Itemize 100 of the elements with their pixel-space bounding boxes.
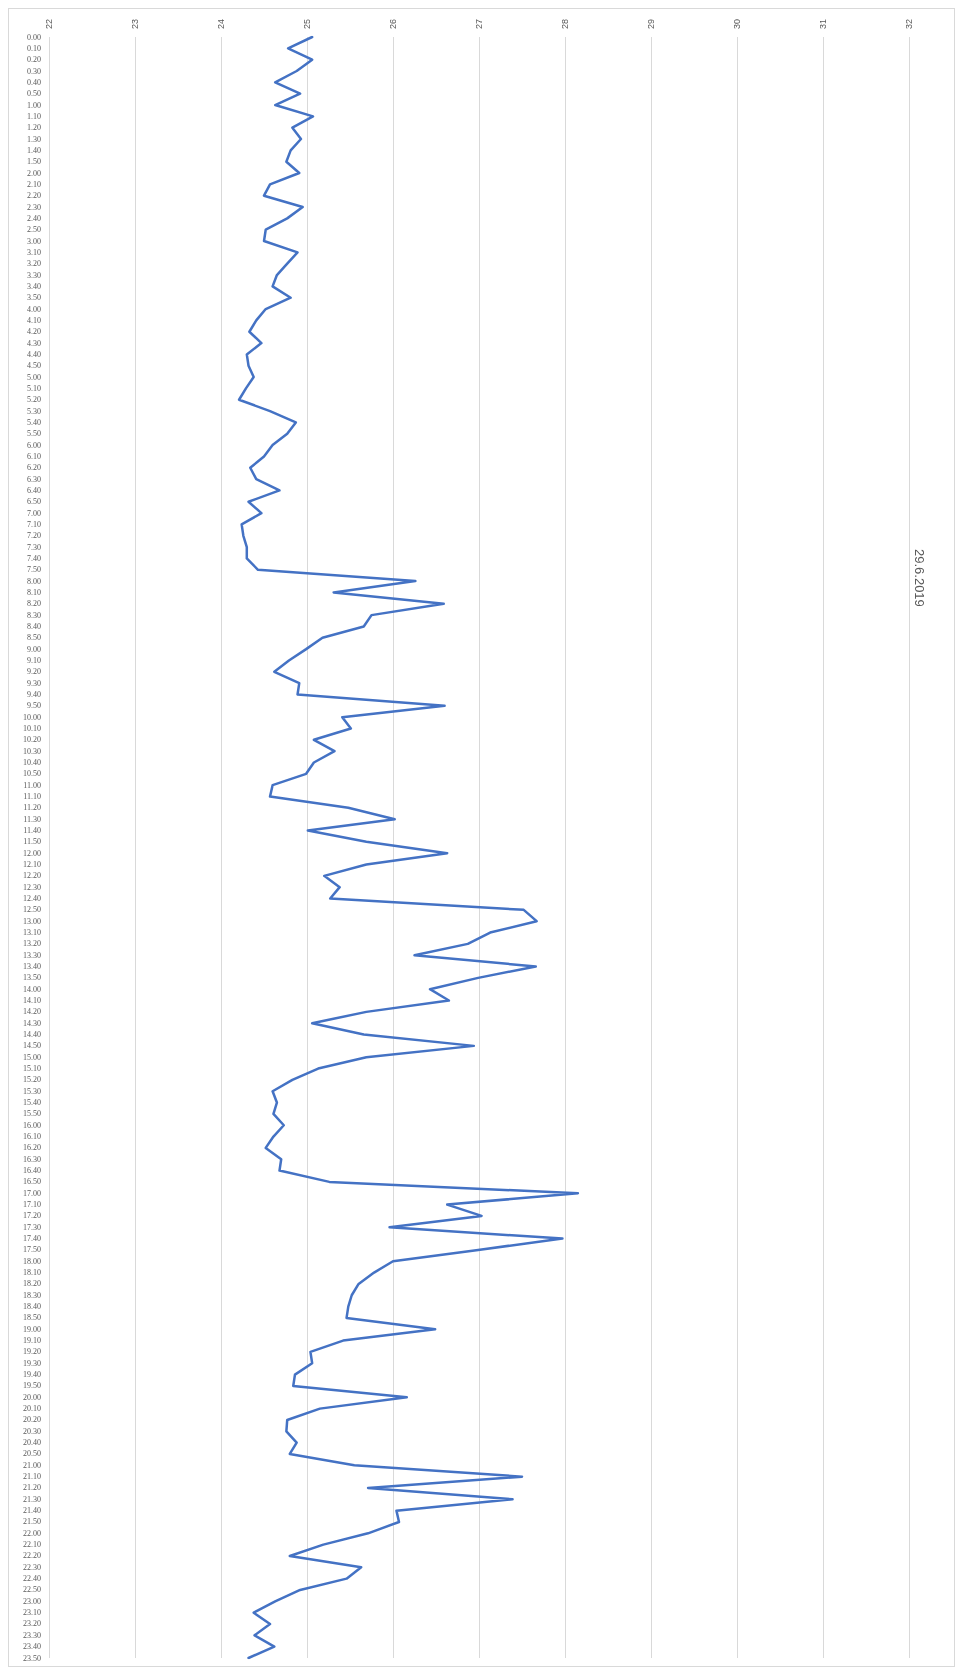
- y-tick-label: 2.00: [27, 168, 41, 178]
- y-tick-label: 2.20: [27, 191, 41, 201]
- y-tick-label: 0.30: [27, 66, 41, 76]
- y-tick-label: 11.40: [23, 826, 41, 835]
- y-tick-label: 18.10: [23, 1268, 41, 1278]
- y-tick-label: 15.10: [23, 1064, 41, 1074]
- y-tick-label: 20.50: [23, 1449, 41, 1459]
- y-tick-label: 18.30: [23, 1290, 41, 1300]
- y-tick-label: 15.00: [23, 1052, 41, 1062]
- y-tick-label: 14.10: [23, 996, 41, 1006]
- y-tick-label: 10.40: [23, 757, 41, 767]
- y-tick-label: 4.30: [27, 338, 41, 348]
- y-tick-label: 1.10: [27, 111, 41, 121]
- y-tick-label: 1.00: [27, 100, 41, 110]
- y-tick-label: 10.20: [23, 735, 41, 745]
- y-tick-label: 22.10: [23, 1540, 41, 1550]
- x-tick-label: 25: [302, 18, 312, 29]
- y-tick-label: 0.50: [27, 89, 41, 99]
- y-tick-label: 18.00: [23, 1256, 41, 1266]
- y-tick-label: 13.10: [23, 928, 41, 938]
- y-tick-label: 21.00: [23, 1460, 41, 1470]
- y-tick-label: 5.00: [27, 372, 41, 382]
- y-tick-label: 6.20: [27, 463, 41, 473]
- y-tick-label: 16.00: [23, 1120, 41, 1130]
- y-tick-label: 2.30: [27, 202, 41, 212]
- y-tick-label: 15.50: [23, 1109, 41, 1119]
- y-tick-label: 6.10: [27, 451, 41, 461]
- y-tick-label: 9.40: [27, 689, 41, 699]
- y-tick-label: 19.40: [23, 1370, 41, 1380]
- x-tick-label: 31: [818, 18, 828, 29]
- x-tick-label: 28: [560, 18, 570, 29]
- y-tick-label: 8.40: [27, 621, 41, 631]
- y-tick-label: 16.10: [23, 1132, 41, 1142]
- x-tick-label: 29: [646, 18, 656, 29]
- y-tick-label: 13.00: [23, 916, 41, 926]
- y-tick-label: 5.50: [27, 429, 41, 439]
- y-tick-label: 7.10: [27, 519, 41, 529]
- y-tick-label: 23.40: [23, 1642, 41, 1652]
- y-tick-label: 22.50: [23, 1585, 41, 1595]
- y-tick-label: 19.00: [23, 1324, 41, 1334]
- y-tick-label: 20.30: [23, 1426, 41, 1436]
- y-tick-label: 3.00: [27, 236, 41, 246]
- y-tick-label: 4.50: [27, 361, 41, 371]
- y-tick-label: 21.20: [23, 1483, 41, 1493]
- y-tick-label: 15.20: [23, 1075, 41, 1085]
- y-tick-label: 20.20: [23, 1415, 41, 1425]
- y-tick-label: 23.10: [23, 1608, 41, 1618]
- y-tick-label: 18.20: [23, 1279, 41, 1289]
- y-tick-label: 16.30: [23, 1154, 41, 1164]
- y-tick-label: 9.10: [27, 655, 41, 665]
- y-tick-label: 13.30: [23, 950, 41, 960]
- y-tick-label: 9.50: [27, 701, 41, 711]
- y-tick-label: 23.50: [23, 1653, 41, 1663]
- y-tick-label: 5.20: [27, 395, 41, 405]
- y-tick-label: 23.30: [23, 1630, 41, 1640]
- y-tick-label: 19.30: [23, 1358, 41, 1368]
- y-tick-label: 6.50: [27, 497, 41, 507]
- y-tick-label: 1.50: [27, 157, 41, 167]
- y-tick-label: 3.50: [27, 293, 41, 303]
- y-tick-label: 13.50: [23, 973, 41, 983]
- y-tick-label: 11.10: [23, 791, 41, 801]
- y-tick-label: 14.00: [23, 984, 41, 994]
- y-tick-label: 12.30: [23, 882, 41, 892]
- y-tick-label: 12.20: [23, 871, 41, 881]
- y-tick-label: 4.00: [27, 304, 41, 314]
- y-tick-label: 4.40: [27, 349, 41, 359]
- y-tick-label: 23.00: [23, 1596, 41, 1606]
- y-tick-label: 12.40: [23, 894, 41, 904]
- y-tick-label: 15.30: [23, 1086, 41, 1096]
- y-tick-label: 1.30: [27, 134, 41, 144]
- y-tick-label: 12.10: [23, 860, 41, 869]
- y-tick-label: 7.20: [27, 531, 41, 541]
- y-tick-label: 0.20: [27, 55, 41, 65]
- y-tick-label: 7.50: [27, 565, 41, 575]
- y-tick-label: 3.40: [27, 281, 41, 291]
- y-tick-label: 9.30: [27, 678, 41, 688]
- y-tick-label: 2.40: [27, 213, 41, 223]
- y-tick-label: 2.10: [27, 179, 41, 189]
- x-tick-label: 30: [732, 18, 742, 29]
- y-tick-label: 3.30: [27, 270, 41, 280]
- y-tick-label: 21.40: [23, 1506, 41, 1516]
- y-tick-label: 11.30: [23, 814, 41, 824]
- x-tick-label: 24: [216, 18, 226, 29]
- y-tick-label: 1.40: [27, 145, 41, 155]
- y-tick-label: 1.20: [27, 123, 41, 133]
- y-tick-label: 16.50: [23, 1177, 41, 1187]
- y-tick-label: 21.10: [23, 1472, 41, 1482]
- y-tick-label: 8.10: [27, 587, 41, 597]
- y-tick-label: 19.10: [23, 1336, 41, 1346]
- y-tick-label: 17.30: [23, 1222, 41, 1232]
- y-tick-label: 11.20: [23, 803, 41, 813]
- y-tick-label: 14.50: [23, 1041, 41, 1051]
- y-tick-label: 18.50: [23, 1313, 41, 1323]
- y-tick-label: 14.20: [23, 1007, 41, 1017]
- y-tick-label: 6.30: [27, 474, 41, 484]
- y-tick-label: 20.00: [23, 1392, 41, 1402]
- y-tick-label: 18.40: [23, 1302, 41, 1312]
- y-tick-label: 16.40: [23, 1166, 41, 1176]
- x-tick-label: 22: [44, 18, 54, 29]
- y-tick-label: 4.20: [27, 327, 41, 337]
